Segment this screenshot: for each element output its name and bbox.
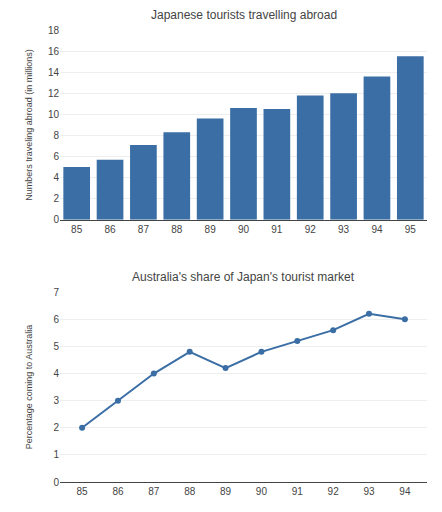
svg-text:94: 94 xyxy=(399,486,411,497)
svg-text:12: 12 xyxy=(48,88,60,99)
svg-text:87: 87 xyxy=(148,486,160,497)
svg-text:85: 85 xyxy=(71,224,83,235)
svg-text:4: 4 xyxy=(53,172,59,183)
svg-text:93: 93 xyxy=(338,224,350,235)
svg-text:1: 1 xyxy=(53,449,59,460)
svg-text:14: 14 xyxy=(48,67,60,78)
svg-text:7: 7 xyxy=(53,287,59,298)
svg-text:0: 0 xyxy=(53,477,59,488)
svg-text:95: 95 xyxy=(405,224,417,235)
svg-text:90: 90 xyxy=(256,486,268,497)
svg-text:5: 5 xyxy=(53,341,59,352)
svg-text:85: 85 xyxy=(77,486,89,497)
svg-text:8: 8 xyxy=(53,130,59,141)
svg-text:91: 91 xyxy=(292,486,304,497)
svg-text:0: 0 xyxy=(53,214,59,225)
svg-text:92: 92 xyxy=(305,224,317,235)
svg-text:Japanese tourists travelling a: Japanese tourists travelling abroad xyxy=(151,8,337,22)
svg-text:2: 2 xyxy=(53,193,59,204)
svg-text:Numbers traveling abroad (in m: Numbers traveling abroad (in millions) xyxy=(24,49,34,201)
svg-text:Australia's share of Japan's t: Australia's share of Japan's tourist mar… xyxy=(132,270,355,284)
svg-text:88: 88 xyxy=(184,486,196,497)
svg-text:89: 89 xyxy=(205,224,217,235)
svg-text:18: 18 xyxy=(48,25,60,36)
svg-text:6: 6 xyxy=(53,151,59,162)
svg-text:86: 86 xyxy=(112,486,124,497)
svg-text:89: 89 xyxy=(220,486,232,497)
svg-text:16: 16 xyxy=(48,46,60,57)
svg-text:92: 92 xyxy=(328,486,340,497)
svg-text:10: 10 xyxy=(48,109,60,120)
svg-text:Percentage coming to Australia: Percentage coming to Australia xyxy=(24,325,34,450)
svg-text:94: 94 xyxy=(371,224,383,235)
svg-text:91: 91 xyxy=(271,224,283,235)
svg-text:93: 93 xyxy=(363,486,375,497)
svg-text:88: 88 xyxy=(171,224,183,235)
svg-text:90: 90 xyxy=(238,224,250,235)
svg-text:6: 6 xyxy=(53,314,59,325)
svg-text:4: 4 xyxy=(53,368,59,379)
svg-text:2: 2 xyxy=(53,422,59,433)
svg-text:3: 3 xyxy=(53,395,59,406)
svg-text:87: 87 xyxy=(138,224,150,235)
svg-text:86: 86 xyxy=(104,224,116,235)
